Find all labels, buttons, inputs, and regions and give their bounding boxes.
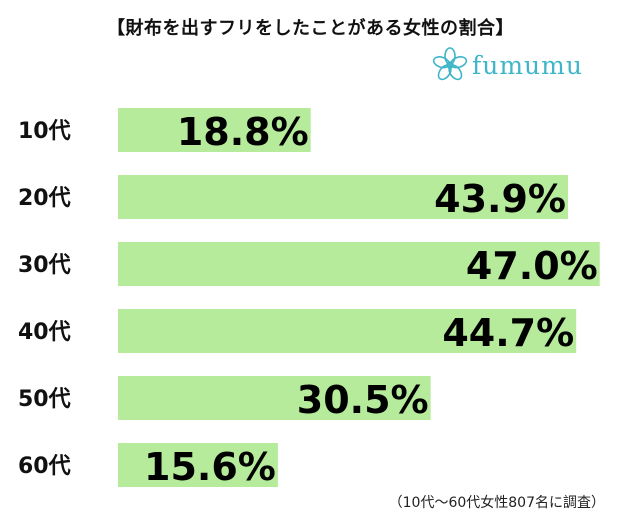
logo-text: fumumu: [472, 50, 583, 80]
category-label: 10代: [18, 119, 71, 144]
value-label: 18.8%: [177, 110, 309, 154]
category-label: 40代: [18, 320, 71, 345]
category-label: 60代: [18, 454, 71, 479]
flower-icon: [432, 47, 468, 81]
value-label: 44.7%: [442, 311, 574, 355]
category-label: 50代: [18, 387, 71, 412]
value-label: 15.6%: [144, 445, 276, 489]
category-label: 20代: [18, 186, 71, 211]
value-label: 43.9%: [434, 177, 566, 221]
bar-4: [118, 376, 431, 420]
survey-note: （10代～60代女性807名に調査）: [388, 495, 605, 511]
chart-title: 【財布を出すフリをしたことがある女性の割合】: [107, 18, 514, 39]
value-label: 47.0%: [466, 244, 598, 288]
value-label: 30.5%: [297, 378, 429, 422]
bar-2: [118, 242, 600, 286]
bar-0: [118, 108, 311, 152]
fumumu-logo: fumumu: [432, 47, 583, 83]
bar-1: [118, 175, 568, 219]
bar-5: [118, 443, 278, 487]
category-label: 30代: [18, 253, 71, 278]
bar-3: [118, 309, 577, 353]
